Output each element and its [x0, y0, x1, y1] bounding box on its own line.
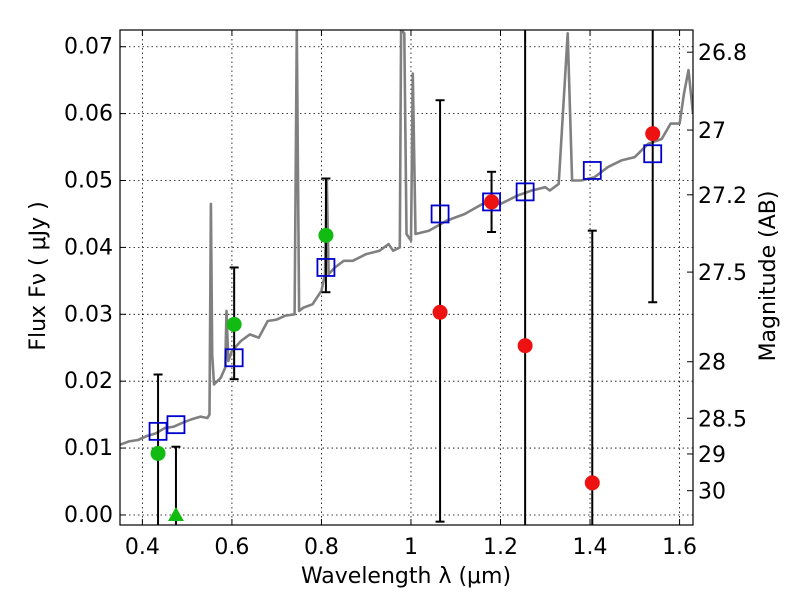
y-tick-label: 0.03 [64, 302, 113, 327]
red-detection-point [517, 338, 533, 354]
axes: 0.4 0.6 0.8 1 1.2 1.4 1.6 0.00 0.01 0.02 0.03 0.04 0… [64, 30, 747, 560]
red-detection-point [645, 126, 661, 142]
plot-area [120, 30, 693, 525]
y-tick-label: 0.01 [64, 436, 113, 461]
mag-tick-label: 28.5 [698, 407, 747, 432]
model-band-square [582, 161, 602, 180]
mag-tick-label: 27 [698, 119, 726, 144]
x-tick-label: 1 [404, 535, 418, 560]
model-band-square [316, 258, 336, 277]
y-tick-label: 0.04 [64, 235, 113, 260]
x-tick-label: 1.4 [573, 535, 608, 560]
green-detection-point [150, 445, 166, 461]
model-band-square [482, 192, 501, 212]
y-tick-label: 0.00 [64, 503, 113, 528]
plot-background [120, 30, 693, 525]
model-band-square [643, 144, 663, 164]
red-detection-point [484, 194, 500, 210]
y-tick-label: 0.06 [64, 102, 113, 127]
green-detection-point [318, 227, 334, 243]
green-detection-point [226, 316, 242, 332]
model-band-square [515, 182, 535, 202]
plot-frame [119, 29, 694, 526]
y-axis-label-right: Magnitude (AB) [756, 191, 781, 362]
x-tick-label: 0.8 [304, 535, 339, 560]
mag-tick-label: 28 [698, 351, 726, 376]
y-axis-label-left: Flux Fν ( μJy ) [26, 201, 51, 350]
mag-tick-label: 26.8 [698, 41, 747, 66]
model-band-square [166, 415, 186, 435]
red-detection-point [432, 304, 448, 320]
red-detection-point [584, 475, 600, 491]
x-tick-label: 1.6 [662, 535, 697, 560]
mag-tick-label: 27.5 [698, 261, 747, 286]
model-band-square [224, 348, 244, 368]
green-upper-limit-point [167, 506, 184, 521]
mag-tick-label: 30 [698, 480, 726, 505]
mag-tick-label: 27.2 [698, 184, 747, 209]
model-band-square [148, 421, 168, 441]
model-band-square [430, 204, 450, 224]
x-axis-label: Wavelength λ (μm) [301, 564, 511, 589]
x-tick-label: 0.4 [125, 535, 160, 560]
model-spectrum-line [120, 30, 693, 446]
y-tick-label: 0.07 [64, 35, 113, 60]
x-tick-label: 0.6 [214, 535, 249, 560]
x-tick-label: 1.2 [483, 535, 518, 560]
y-tick-label: 0.02 [64, 369, 113, 394]
y-tick-label: 0.05 [64, 169, 113, 194]
mag-tick-label: 29 [698, 443, 726, 468]
